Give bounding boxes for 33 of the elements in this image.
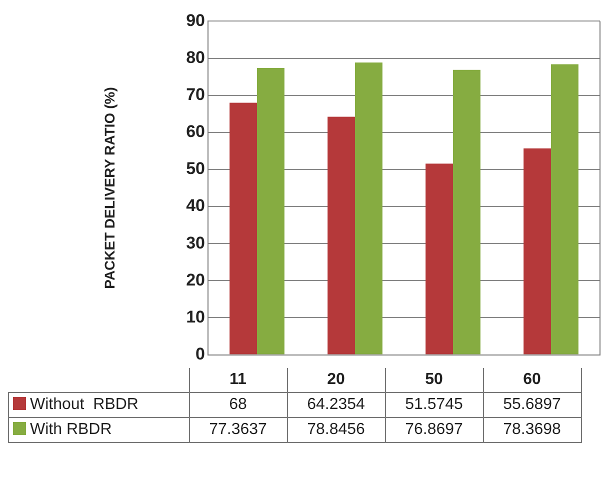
y-tick-label: 60 (186, 122, 205, 142)
data-label: 78.8456 (287, 418, 385, 442)
data-label: 77.3637 (189, 418, 287, 442)
data-label: 68 (189, 392, 287, 418)
bar (551, 64, 578, 354)
y-tick-label: 40 (186, 196, 205, 216)
y-tick-label: 0 (196, 344, 205, 364)
x-tick-label: 50 (385, 368, 483, 392)
legend-label: With RBDR (8, 418, 189, 442)
y-tick-label: 90 (186, 10, 205, 30)
data-label: 51.5745 (385, 392, 483, 418)
y-axis-title: PACKET DELIVERY RATIO (%) (101, 87, 118, 289)
bar (230, 102, 257, 354)
bar (524, 148, 551, 354)
bar (355, 62, 382, 354)
y-tick-label: 70 (186, 85, 205, 104)
bar (257, 68, 284, 354)
legend-label: Without RBDR (8, 392, 189, 418)
data-label: 64.2354 (287, 392, 385, 418)
x-tick-label: 11 (189, 368, 287, 392)
y-tick-label: 50 (186, 159, 205, 178)
bar (328, 116, 355, 354)
y-tick-label: 30 (186, 233, 205, 252)
data-label: 76.8697 (385, 418, 483, 442)
y-tick-label: 20 (186, 270, 205, 290)
y-tick-label: 10 (186, 307, 205, 326)
y-tick-label: 80 (186, 48, 205, 67)
data-label: 78.3698 (483, 418, 581, 442)
x-tick-label: 20 (287, 368, 385, 392)
bar (426, 164, 453, 354)
data-label: 55.6897 (483, 392, 581, 418)
bar (453, 70, 480, 354)
x-tick-label: 60 (483, 368, 581, 392)
